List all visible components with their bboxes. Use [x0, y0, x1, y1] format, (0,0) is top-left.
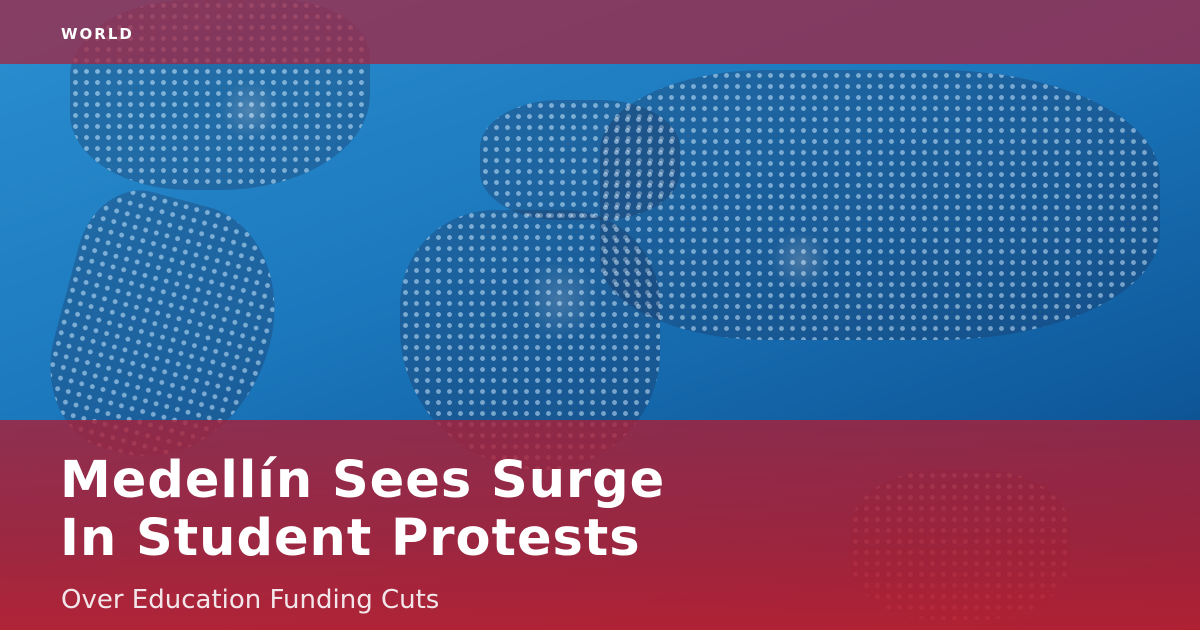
headline-line-1: Medellín Sees Surge: [60, 451, 666, 510]
category-label: WORLD: [61, 25, 134, 43]
subtitle: Over Education Funding Cuts: [61, 585, 440, 615]
top-banner: [0, 0, 1200, 64]
bottom-banner: [0, 420, 1200, 630]
asia-shape: [600, 70, 1160, 340]
headline: Medellín Sees Surge In Student Protests: [60, 452, 665, 568]
headline-line-2: In Student Protests: [60, 509, 641, 568]
